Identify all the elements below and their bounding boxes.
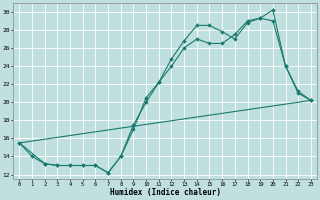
X-axis label: Humidex (Indice chaleur): Humidex (Indice chaleur) (110, 188, 220, 197)
